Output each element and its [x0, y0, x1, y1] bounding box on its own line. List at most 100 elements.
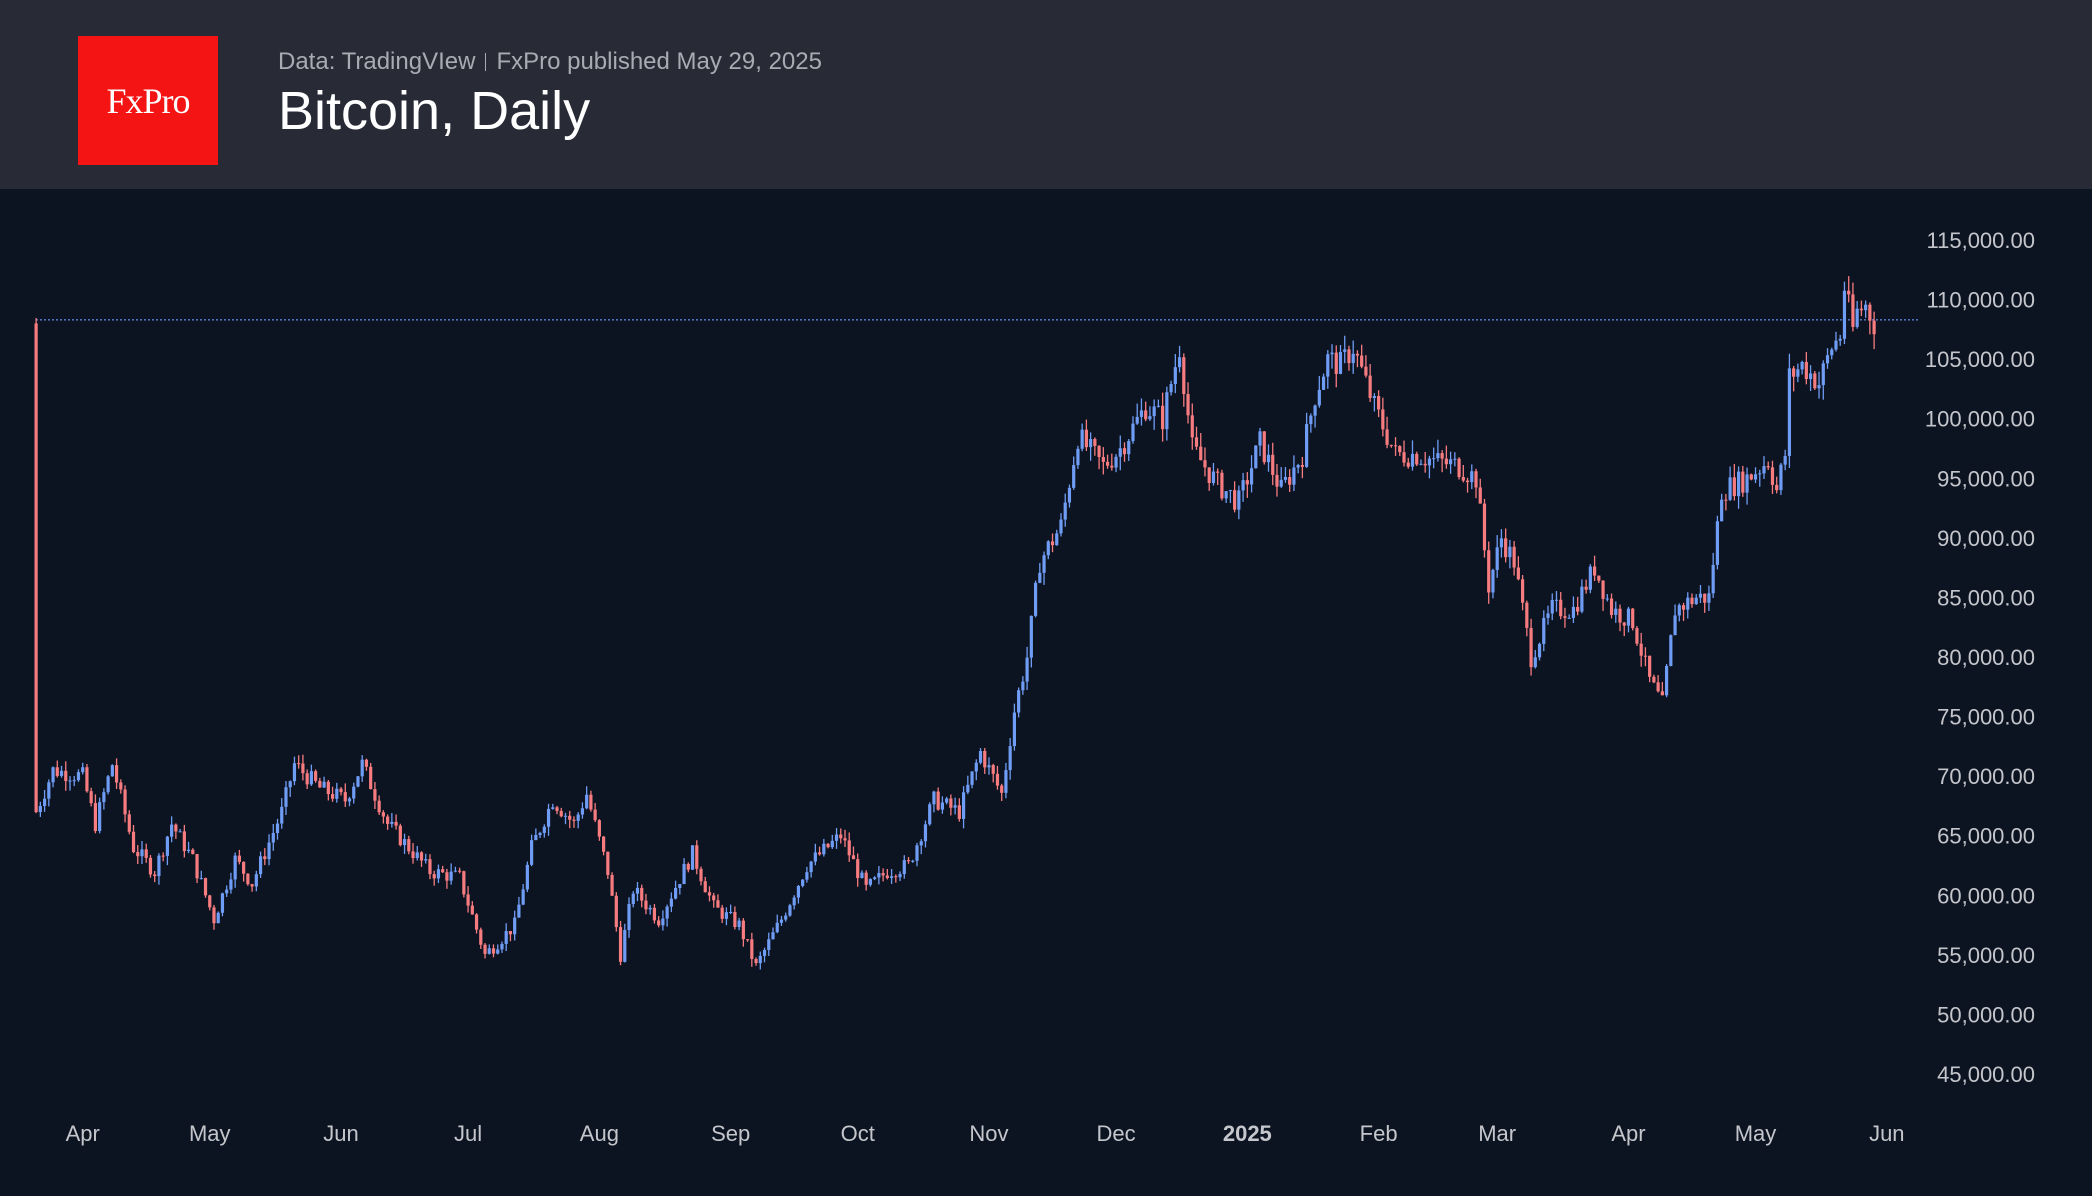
- candle-down: [843, 838, 847, 841]
- candle-down: [394, 821, 398, 826]
- candle-up: [674, 888, 678, 899]
- candle-up: [1033, 582, 1038, 616]
- candle-down: [1872, 320, 1876, 335]
- candle-up: [771, 932, 775, 940]
- candle-up: [1296, 465, 1300, 468]
- candle-up: [830, 840, 834, 848]
- candle-down: [1190, 415, 1194, 438]
- candle-up: [106, 776, 110, 793]
- candle-up: [165, 836, 169, 856]
- candle-up: [538, 832, 542, 836]
- candle-down: [314, 771, 318, 781]
- candle-up: [525, 864, 529, 890]
- candle-down: [1144, 410, 1148, 420]
- candle-down: [610, 874, 614, 896]
- candle-down: [1766, 466, 1770, 468]
- candle-down: [957, 805, 961, 819]
- candle-up: [1072, 465, 1076, 488]
- candle-down: [1461, 477, 1465, 481]
- candle-up: [1711, 564, 1715, 594]
- candle-down: [1478, 487, 1482, 504]
- candle-down: [640, 887, 644, 901]
- candle-down: [203, 878, 208, 896]
- candle-up: [661, 918, 665, 926]
- candle-down: [386, 816, 390, 824]
- candle-down: [699, 868, 703, 882]
- candle-down: [1334, 352, 1338, 374]
- candle-down: [1465, 480, 1470, 483]
- candle-down: [1792, 368, 1796, 377]
- candle-up: [678, 884, 682, 889]
- x-tick-label: May: [189, 1121, 231, 1146]
- candle-down: [1377, 396, 1381, 410]
- candle-up: [1838, 338, 1842, 341]
- candle-up: [737, 920, 741, 928]
- candle-down: [470, 905, 474, 915]
- candle-down: [995, 773, 1000, 786]
- candle-up: [424, 859, 428, 861]
- candle-up: [970, 771, 974, 785]
- candle-up: [1313, 405, 1317, 416]
- candle-down: [1245, 480, 1249, 485]
- candle-down: [242, 861, 246, 874]
- candle-down: [1360, 355, 1364, 367]
- candle-up: [665, 906, 669, 919]
- candle-up: [1698, 593, 1703, 598]
- candle-down: [1741, 471, 1745, 493]
- time-axis: Apr May Jun Jul Aug Sep Oct Nov Dec 2025 Feb Mar Apr…: [66, 1121, 1905, 1146]
- candle-down: [686, 863, 690, 870]
- candle-up: [390, 821, 394, 824]
- candle-down: [1749, 474, 1753, 480]
- candle-down: [1804, 361, 1808, 380]
- candle-up: [47, 782, 51, 799]
- x-tick-label: Sep: [711, 1121, 750, 1146]
- candle-up: [1080, 429, 1084, 449]
- candle-up: [229, 879, 233, 890]
- candle-up: [1715, 521, 1720, 565]
- candle-up: [347, 798, 352, 802]
- candle-down: [817, 852, 822, 855]
- candle-down: [733, 911, 737, 928]
- candle-up: [1279, 479, 1283, 487]
- candle-down: [741, 920, 745, 940]
- candle-down: [182, 831, 186, 852]
- candle-up: [1694, 597, 1698, 605]
- candle-up: [1135, 416, 1139, 424]
- candle-down: [1681, 605, 1686, 610]
- candle-up: [1046, 541, 1050, 556]
- candle-up: [1571, 606, 1576, 618]
- candle-up: [1779, 464, 1783, 491]
- candle-down: [212, 907, 216, 924]
- candle-up: [1495, 547, 1499, 570]
- candle-up: [1808, 373, 1813, 380]
- candle-down: [123, 789, 127, 815]
- candle-up: [275, 823, 280, 834]
- candle-down: [407, 839, 411, 852]
- candle-down: [754, 959, 758, 964]
- candle-up: [1076, 448, 1080, 466]
- candle-down: [237, 855, 241, 862]
- candle-up: [1533, 657, 1537, 668]
- y-tick-label: 60,000.00: [1937, 883, 2035, 908]
- separator: [485, 53, 487, 71]
- candle-down: [1732, 477, 1736, 497]
- candle-up: [775, 922, 779, 933]
- y-tick-label: 115,000.00: [1927, 228, 2035, 253]
- y-tick-label: 110,000.00: [1927, 288, 2035, 313]
- candle-down: [474, 914, 479, 930]
- candle-down: [483, 944, 487, 954]
- candle-up: [1491, 569, 1495, 593]
- candle-down: [55, 767, 59, 776]
- candle-down: [64, 770, 68, 782]
- candle-up: [585, 794, 589, 809]
- candle-up: [1008, 746, 1012, 771]
- candle-up: [631, 893, 635, 905]
- x-tick-label: Aug: [580, 1121, 619, 1146]
- candle-up: [623, 930, 627, 962]
- candle-down: [305, 773, 309, 785]
- candle-down: [466, 894, 470, 906]
- published-date: FxPro published May 29, 2025: [496, 48, 822, 75]
- candle-down: [479, 929, 483, 945]
- candle-up: [1021, 681, 1025, 691]
- candle-up: [487, 948, 491, 954]
